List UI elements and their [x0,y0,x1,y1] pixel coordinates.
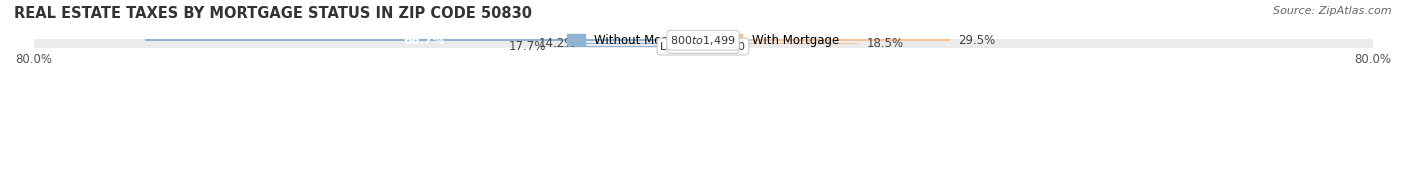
Bar [145,39,703,41]
Text: $800 to $1,499: $800 to $1,499 [671,37,735,50]
Text: Source: ZipAtlas.com: Source: ZipAtlas.com [1274,6,1392,16]
Bar [703,43,858,44]
Legend: Without Mortgage, With Mortgage: Without Mortgage, With Mortgage [562,29,844,51]
Text: Less than $800: Less than $800 [661,42,745,52]
Text: 66.7%: 66.7% [404,34,444,47]
Text: 0.0%: 0.0% [711,40,741,53]
Text: $800 to $1,499: $800 to $1,499 [671,34,735,47]
Bar [34,42,1372,45]
Bar [34,45,1372,48]
Text: 17.7%: 17.7% [509,40,547,53]
Bar [703,39,950,41]
Text: REAL ESTATE TAXES BY MORTGAGE STATUS IN ZIP CODE 50830: REAL ESTATE TAXES BY MORTGAGE STATUS IN … [14,6,531,21]
Text: 18.5%: 18.5% [866,37,903,50]
Bar [34,39,1372,42]
Text: 14.2%: 14.2% [538,37,576,50]
Text: 29.5%: 29.5% [959,34,995,47]
Bar [583,43,703,44]
Bar [555,46,703,48]
